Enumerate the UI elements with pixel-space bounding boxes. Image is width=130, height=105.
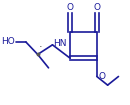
Text: HO: HO bbox=[1, 37, 15, 46]
Text: O: O bbox=[93, 3, 100, 12]
Text: HN: HN bbox=[54, 39, 67, 48]
Text: O: O bbox=[67, 3, 74, 12]
Text: ·: · bbox=[39, 42, 42, 52]
Text: O: O bbox=[98, 72, 105, 81]
